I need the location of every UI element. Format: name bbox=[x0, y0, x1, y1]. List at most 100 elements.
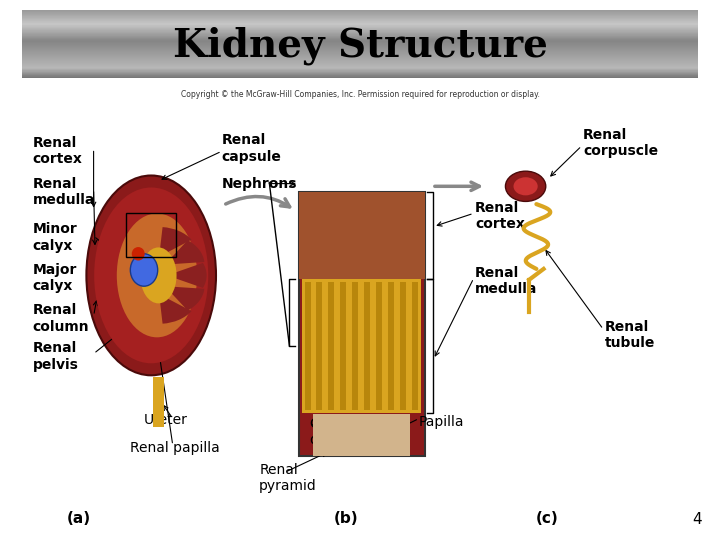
Bar bbox=[22, 12, 698, 14]
Bar bbox=[22, 13, 698, 14]
Bar bbox=[22, 48, 698, 49]
Bar bbox=[22, 58, 698, 59]
Text: Renal
column: Renal column bbox=[32, 303, 89, 334]
Text: Renal
pyramid: Renal pyramid bbox=[259, 463, 317, 493]
Bar bbox=[22, 34, 698, 35]
Bar bbox=[22, 68, 698, 69]
Wedge shape bbox=[165, 240, 204, 265]
Bar bbox=[22, 77, 698, 78]
Text: (c): (c) bbox=[536, 511, 559, 526]
Text: Collecting
duct: Collecting duct bbox=[310, 417, 379, 447]
Ellipse shape bbox=[130, 254, 158, 286]
Text: (b): (b) bbox=[333, 511, 358, 526]
Text: Nephrons: Nephrons bbox=[222, 177, 297, 191]
Bar bbox=[126, 213, 176, 256]
Bar bbox=[22, 69, 698, 70]
Bar bbox=[22, 12, 698, 13]
Bar bbox=[22, 40, 698, 41]
Bar bbox=[22, 57, 698, 59]
Bar bbox=[22, 26, 698, 28]
Ellipse shape bbox=[140, 247, 176, 303]
Bar bbox=[22, 76, 698, 77]
Text: Renal
tubule: Renal tubule bbox=[605, 320, 655, 350]
Bar bbox=[22, 11, 698, 12]
Bar bbox=[22, 43, 698, 44]
Bar bbox=[22, 65, 698, 66]
Circle shape bbox=[513, 177, 538, 195]
Bar bbox=[22, 28, 698, 29]
Bar bbox=[153, 406, 164, 417]
Bar bbox=[376, 282, 382, 410]
Text: (a): (a) bbox=[67, 511, 91, 526]
Bar bbox=[22, 11, 698, 12]
Bar bbox=[305, 282, 310, 410]
Bar bbox=[22, 59, 698, 60]
Bar bbox=[22, 50, 698, 51]
Bar bbox=[22, 65, 698, 66]
Bar bbox=[412, 282, 418, 410]
Bar bbox=[22, 36, 698, 37]
Text: Ureter: Ureter bbox=[144, 413, 188, 427]
Wedge shape bbox=[165, 286, 204, 310]
Bar bbox=[22, 49, 698, 50]
Bar bbox=[22, 41, 698, 42]
Bar bbox=[22, 16, 698, 17]
Bar bbox=[22, 15, 698, 16]
Bar bbox=[22, 63, 698, 64]
Bar bbox=[22, 21, 698, 22]
Bar bbox=[22, 63, 698, 64]
Text: Renal
medulla: Renal medulla bbox=[32, 177, 95, 207]
Text: Renal
pelvis: Renal pelvis bbox=[32, 341, 78, 372]
Bar bbox=[22, 77, 698, 78]
Ellipse shape bbox=[132, 247, 145, 261]
Bar bbox=[22, 72, 698, 73]
Bar bbox=[22, 50, 698, 51]
Bar bbox=[22, 40, 698, 42]
Ellipse shape bbox=[94, 187, 208, 363]
Bar bbox=[22, 71, 698, 72]
Bar bbox=[22, 37, 698, 38]
Bar bbox=[22, 46, 698, 47]
Bar bbox=[400, 282, 405, 410]
Wedge shape bbox=[159, 227, 192, 256]
Bar bbox=[22, 52, 698, 53]
Bar bbox=[153, 396, 164, 407]
Text: Copyright © the McGraw-Hill Companies, Inc. Permission required for reproduction: Copyright © the McGraw-Hill Companies, I… bbox=[181, 90, 539, 99]
Bar bbox=[22, 67, 698, 68]
Bar bbox=[22, 75, 698, 76]
Bar bbox=[22, 51, 698, 52]
Bar bbox=[22, 60, 698, 62]
Text: Minor
calyx: Minor calyx bbox=[32, 222, 77, 253]
Bar bbox=[22, 16, 698, 17]
Bar bbox=[22, 30, 698, 32]
Bar bbox=[22, 51, 698, 52]
Bar bbox=[22, 57, 698, 58]
Bar bbox=[352, 282, 358, 410]
Bar bbox=[22, 54, 698, 55]
Bar bbox=[22, 30, 698, 31]
Bar bbox=[299, 192, 425, 456]
Bar bbox=[22, 18, 698, 19]
Bar bbox=[22, 55, 698, 56]
Bar bbox=[22, 62, 698, 63]
Wedge shape bbox=[167, 263, 207, 288]
Bar bbox=[22, 76, 698, 77]
Bar bbox=[22, 45, 698, 46]
Bar bbox=[22, 49, 698, 50]
Bar bbox=[22, 45, 698, 46]
Bar bbox=[388, 282, 394, 410]
Text: Renal
cortex: Renal cortex bbox=[32, 136, 82, 166]
Bar bbox=[22, 52, 698, 53]
Bar bbox=[22, 61, 698, 62]
Bar bbox=[22, 39, 698, 40]
Bar bbox=[22, 60, 698, 61]
Bar bbox=[22, 18, 698, 19]
Bar bbox=[22, 23, 698, 24]
Bar bbox=[22, 33, 698, 35]
Bar bbox=[22, 19, 698, 21]
Bar bbox=[364, 282, 370, 410]
Bar bbox=[22, 39, 698, 40]
Bar bbox=[22, 64, 698, 65]
Bar bbox=[22, 31, 698, 32]
Bar bbox=[22, 53, 698, 54]
